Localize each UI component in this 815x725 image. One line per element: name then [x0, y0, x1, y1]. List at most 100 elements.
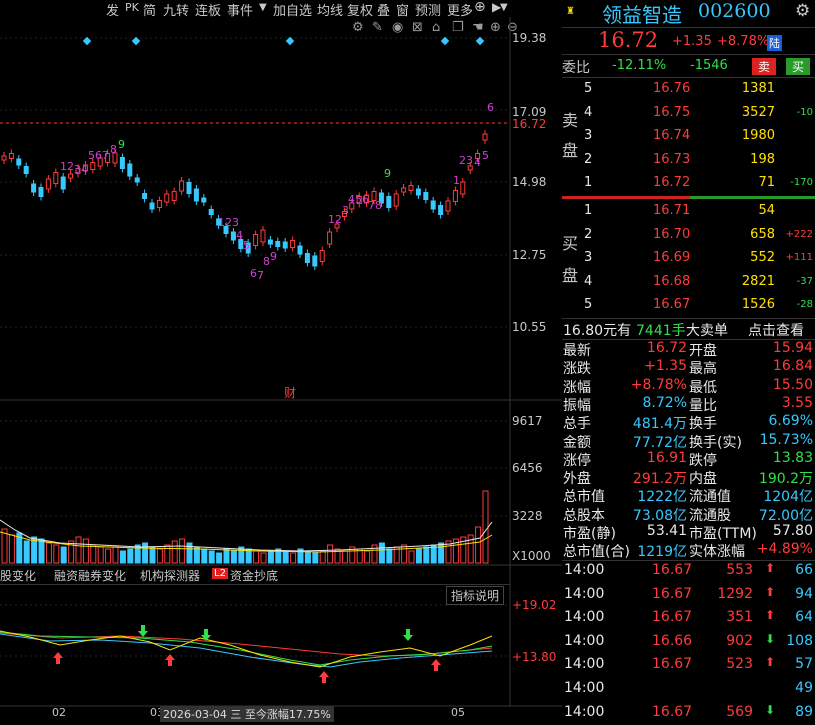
big-order-price: 16.80元有 — [563, 323, 632, 339]
zoom-in-icon[interactable]: ⊕ — [474, 0, 486, 15]
volume-bar — [105, 548, 112, 564]
seq-label: 78 — [368, 199, 382, 212]
toolbar-item-jiuzhuan[interactable]: 九转 — [163, 4, 190, 19]
seq-label: 4 — [236, 229, 243, 242]
stat-row: 振幅 8.72% 量比 3.55 — [562, 395, 815, 417]
tick-count: 66 — [795, 562, 813, 578]
toolbar-item-overlay[interactable]: 叠 — [377, 4, 391, 19]
toolbar-item-shijian[interactable]: 事件 — [227, 4, 254, 19]
asks-level: 1 — [584, 175, 593, 190]
toolbar-item-fa[interactable]: 发 — [106, 4, 120, 19]
tick-count: 57 — [795, 656, 813, 673]
bids-price: 16.67 — [653, 297, 691, 312]
price-change-pct: +8.78% — [717, 34, 770, 49]
bids-row[interactable]: 3 16.69 552 +111 — [562, 247, 815, 269]
sell-arrow-icon — [138, 625, 148, 637]
stat-value: 291.2万 — [632, 471, 687, 488]
toolbar-item-forecast[interactable]: 预测 — [415, 4, 442, 19]
bids-row[interactable]: 2 16.70 658 +222 — [562, 224, 815, 246]
volume-bar — [275, 548, 282, 564]
volume-bar — [53, 544, 60, 564]
volume-bar — [290, 552, 297, 564]
gear-icon[interactable]: ⚙ — [795, 1, 811, 21]
candle — [142, 193, 148, 199]
sell-arrow-icon — [403, 629, 413, 641]
volume-unit-label: X1000 — [512, 549, 551, 563]
asks-row[interactable]: 1 16.72 71 -170 — [562, 172, 815, 194]
asks-row[interactable]: 2 16.73 198 — [562, 149, 815, 171]
toolbar-item-add-watch[interactable]: 加自选 — [273, 4, 313, 19]
stat-value: 16.84 — [772, 358, 813, 375]
toolbar-dropdown-icon[interactable]: ▼ — [259, 2, 267, 13]
stat-value: 481.4万 — [632, 416, 687, 433]
seq-label: 8 — [110, 143, 117, 156]
pen-icon[interactable]: ✎ — [372, 20, 383, 35]
stat-value: 73.08亿 — [632, 507, 687, 524]
chevron-down-icon[interactable]: ▼ — [500, 2, 508, 13]
asks-row[interactable]: 5 16.76 1381 — [562, 78, 815, 100]
candle — [68, 173, 74, 179]
tab-holder-change[interactable]: 股变化 — [0, 569, 37, 583]
bids-row[interactable]: 4 16.68 2821 -37 — [562, 271, 815, 293]
sell-label-char: 盘 — [562, 141, 579, 160]
tick-price: 16.67 — [652, 609, 693, 626]
tick-volume: 523 — [726, 656, 753, 673]
hand-icon[interactable]: ☚ — [472, 20, 484, 35]
candle — [253, 234, 259, 246]
asks-price: 16.72 — [653, 175, 691, 190]
trash-icon[interactable]: ⌂ — [432, 20, 441, 35]
big-order-view-link[interactable]: 点击查看 — [748, 323, 804, 339]
market-badge: 陆 — [767, 35, 782, 51]
tick-time: 14:00 — [564, 585, 605, 602]
bids-row[interactable]: 1 16.71 54 — [562, 200, 815, 222]
candle — [127, 163, 133, 177]
toolbar-item-jian[interactable]: 简 — [143, 4, 157, 19]
zoom-plus-icon[interactable]: ⊕ — [490, 20, 501, 35]
kline-chart[interactable] — [0, 0, 562, 718]
indicator-help-button[interactable]: 指标说明 — [446, 586, 505, 605]
weibi-row: 委比 -12.11% -1546 卖 买 — [562, 55, 815, 78]
ask-bar — [562, 196, 690, 199]
asks-row[interactable]: 3 16.74 1980 — [562, 125, 815, 147]
toolbar-item-ma[interactable]: 均线 — [317, 4, 344, 19]
tick-volume: 553 — [726, 562, 753, 578]
tab-institution-detector[interactable]: 机构探测器 — [140, 569, 201, 583]
arrow-right-icon[interactable]: ▶ — [492, 0, 502, 14]
toolbar-item-more[interactable]: 更多 — [447, 4, 474, 19]
bids-row[interactable]: 5 16.67 1526 -28 — [562, 294, 815, 316]
financial-report-marker[interactable]: 财 — [284, 386, 297, 400]
stat-label: 最低 — [689, 379, 717, 396]
volume-bar — [75, 536, 82, 564]
stat-value: 1204亿 — [763, 489, 813, 506]
stat-label: 最新 — [563, 343, 591, 359]
zoom-minus-icon[interactable]: ⊖ — [507, 20, 518, 35]
tick-row: 14:00 16.67 351 ⬆ 64 — [562, 608, 815, 630]
volume-bar — [171, 540, 178, 564]
sell-side-label: 卖 盘 — [562, 106, 578, 166]
tab-fund-bottom[interactable]: 资金抄底 — [230, 569, 279, 583]
asks-volume: 1381 — [741, 81, 775, 96]
favorite-icon[interactable]: ♜ — [566, 6, 575, 17]
copy-icon[interactable]: ❐ — [452, 20, 464, 35]
asks-row[interactable]: 4 16.75 3527 -10 — [562, 102, 815, 124]
asks-volume: 71 — [758, 175, 775, 190]
tab-margin-change[interactable]: 融资融券变化 — [54, 569, 127, 583]
eye-icon[interactable]: ◉ — [392, 20, 404, 35]
last-price: 16.72 — [598, 28, 659, 52]
buy-button[interactable]: 买 — [786, 58, 811, 75]
toolbar-item-window[interactable]: 窗 — [396, 4, 410, 19]
sell-button[interactable]: 卖 — [752, 58, 777, 75]
volume-bar — [401, 544, 408, 564]
candle — [238, 239, 244, 249]
lock-icon[interactable]: ⊠ — [412, 20, 423, 35]
buy-label-char: 买 — [562, 234, 579, 253]
toolbar-item-lianban[interactable]: 连板 — [195, 4, 222, 19]
volume-bar — [304, 550, 311, 564]
asks-level: 5 — [584, 81, 593, 96]
big-order-hands: 7441手 — [636, 323, 686, 339]
asks-change: -10 — [796, 106, 813, 118]
toolbar-item-pk[interactable]: PK — [125, 1, 139, 14]
seq-label: 6 — [487, 101, 494, 114]
settings-icon[interactable]: ⚙ — [352, 20, 364, 35]
toolbar-item-adjust[interactable]: 复权 — [347, 4, 374, 19]
